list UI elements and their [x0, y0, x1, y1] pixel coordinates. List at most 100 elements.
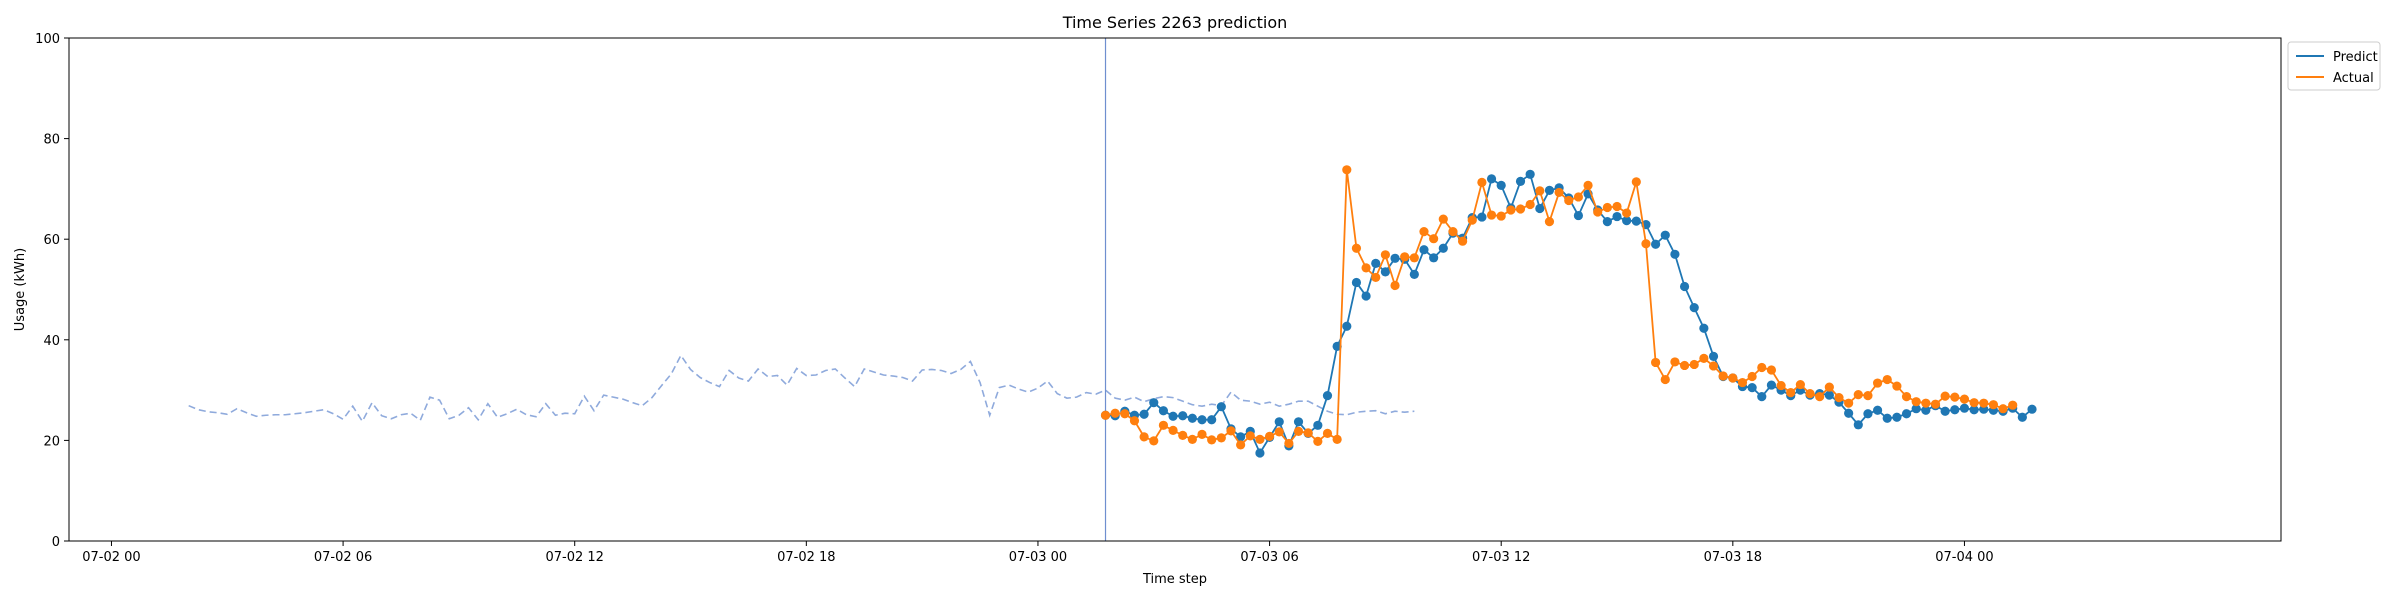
predict-point: [1882, 413, 1892, 423]
actual-point: [1149, 436, 1159, 446]
actual-point: [1853, 390, 1863, 400]
predict-point: [1699, 323, 1709, 333]
actual-point: [1959, 394, 1970, 404]
predict-point: [1651, 239, 1661, 249]
actual-point: [1293, 426, 1304, 436]
actual-point: [1892, 381, 1902, 391]
predict-point: [1216, 402, 1226, 412]
predict-point: [1612, 211, 1622, 222]
actual-point: [1419, 227, 1429, 237]
actual-point: [1786, 388, 1796, 398]
plot-frame: [68, 37, 2282, 542]
predict-point: [1631, 216, 1641, 226]
actual-point: [1979, 398, 1989, 408]
predict-point: [1853, 420, 1863, 430]
predict-point: [1921, 405, 1931, 415]
actual-point: [1679, 360, 1690, 371]
actual-point: [1139, 432, 1149, 442]
predict-point: [1342, 321, 1352, 331]
predict-point: [1477, 212, 1487, 222]
actual-point: [1554, 187, 1564, 198]
actual-point: [1824, 382, 1834, 392]
actual-point: [1264, 431, 1275, 441]
actual-point: [1872, 378, 1883, 388]
predict-point: [1274, 417, 1284, 427]
actual-point: [1361, 263, 1371, 273]
legend: Predict Actual: [2287, 41, 2381, 91]
x-tick-label: 07-03 06: [1240, 550, 1298, 565]
x-tick-label: 07-02 18: [777, 550, 835, 565]
actual-point: [1448, 227, 1458, 237]
predict-point: [1911, 404, 1921, 414]
actual-point: [1322, 428, 1333, 438]
predict-point: [1419, 245, 1429, 255]
actual-point: [1863, 391, 1873, 401]
actual-point: [1535, 186, 1545, 196]
actual-point: [1844, 398, 1854, 408]
actual-point: [1728, 373, 1738, 383]
actual-point: [1544, 216, 1555, 227]
actual-point: [1120, 409, 1130, 419]
predict-point: [1525, 169, 1535, 179]
predict-point: [1950, 405, 1960, 415]
actual-point: [1313, 436, 1323, 447]
series-predict: [1100, 169, 2037, 458]
actual-point: [1815, 392, 1825, 402]
predict-point: [1515, 176, 1526, 186]
predict-point: [1187, 413, 1197, 423]
predict-point: [1158, 406, 1169, 416]
actual-point: [1573, 192, 1584, 202]
actual-point: [1187, 434, 1197, 444]
predict-point: [1872, 405, 1883, 415]
predict-line: [1105, 172, 2033, 455]
y-tick-label: 0: [52, 535, 60, 550]
predict-point: [1969, 405, 1979, 415]
predict-point: [1139, 409, 1149, 419]
actual-point: [1911, 397, 1921, 407]
actual-point: [1178, 430, 1188, 440]
x-tick-label: 07-02 00: [82, 550, 140, 565]
actual-point: [1255, 434, 1265, 444]
predict-point: [1959, 403, 1970, 413]
legend-label-predict: Predict: [2333, 50, 2378, 65]
y-tick-label: 20: [43, 434, 60, 449]
actual-point: [1515, 204, 1526, 214]
x-tick-label: 07-04 00: [1935, 550, 1993, 565]
predict-point: [1708, 351, 1719, 361]
actual-point: [1438, 214, 1448, 224]
actual-point: [1612, 201, 1622, 212]
actual-point: [1245, 431, 1255, 441]
actual-point: [1805, 389, 1815, 399]
y-axis-ticks: 0 20 40 60 80 100: [35, 32, 69, 550]
y-tick-label: 60: [43, 233, 60, 248]
actual-point: [1236, 440, 1246, 450]
y-tick-label: 40: [43, 334, 60, 349]
predict-point: [1766, 380, 1777, 390]
y-tick-label: 80: [43, 133, 60, 148]
predict-point: [1940, 406, 1950, 416]
actual-point: [1641, 239, 1651, 249]
x-axis-ticks: 07-02 00 07-02 06 07-02 12 07-02 18 07-03 00…: [82, 541, 1994, 565]
actual-point: [1708, 361, 1719, 371]
history-line: [188, 353, 1415, 423]
actual-point: [1988, 400, 1998, 410]
actual-line: [1105, 169, 2014, 447]
predict-point: [1496, 180, 1506, 190]
predict-point: [2027, 404, 2037, 414]
actual-point: [1303, 428, 1313, 438]
actual-point: [1776, 380, 1786, 391]
predict-point: [1409, 269, 1419, 280]
actual-point: [1631, 177, 1641, 187]
actual-point: [1506, 205, 1516, 215]
actual-point: [1757, 362, 1767, 373]
predict-point: [1332, 341, 1342, 351]
predict-point: [1892, 412, 1902, 422]
predict-point: [1322, 391, 1333, 401]
actual-point: [1882, 374, 1892, 385]
predict-point: [1679, 281, 1690, 292]
actual-point: [1747, 371, 1757, 382]
actual-point: [1207, 435, 1217, 445]
actual-point: [1351, 243, 1362, 253]
actual-point: [2008, 400, 2018, 410]
actual-point: [1583, 180, 1593, 190]
